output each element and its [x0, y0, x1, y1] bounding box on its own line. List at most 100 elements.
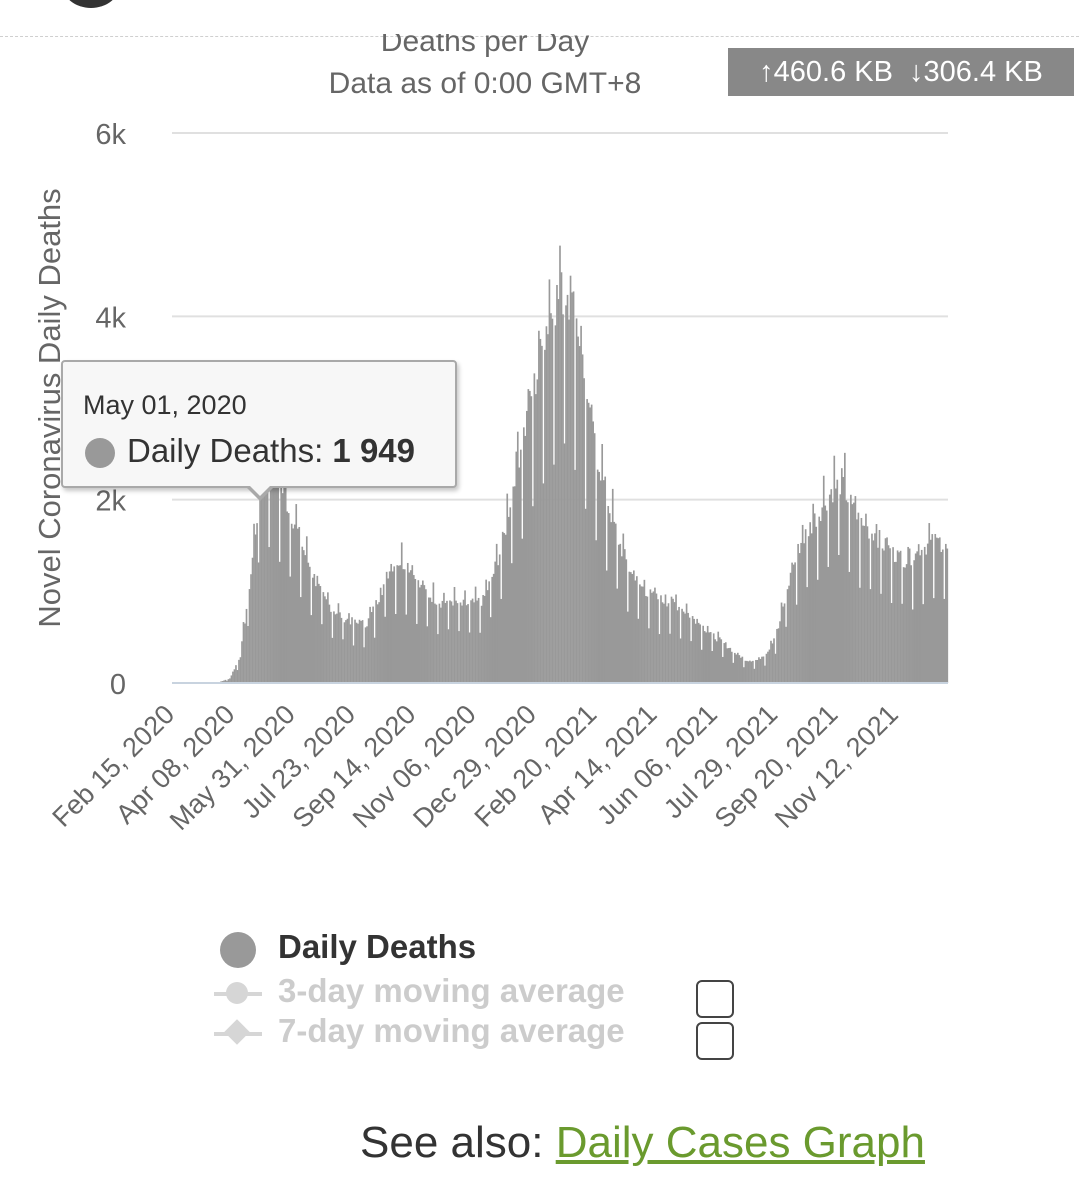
- legend-item-daily-deaths[interactable]: Daily Deaths: [210, 928, 630, 972]
- bar: [342, 639, 344, 683]
- bar: [343, 622, 346, 683]
- bar: [379, 587, 382, 683]
- bar: [730, 651, 733, 683]
- bar: [828, 494, 831, 683]
- bar: [905, 564, 908, 683]
- bar: [803, 543, 805, 683]
- bar: [486, 590, 489, 683]
- bar: [926, 543, 929, 683]
- bar: [711, 651, 714, 683]
- bar: [467, 604, 469, 683]
- bar: [874, 533, 876, 683]
- bar: [844, 452, 846, 683]
- bar: [840, 468, 843, 683]
- bar: [678, 606, 680, 683]
- bar: [367, 618, 370, 683]
- bar: [266, 453, 269, 683]
- bar: [681, 608, 683, 683]
- bar: [516, 431, 519, 683]
- bar: [801, 524, 804, 683]
- bar: [726, 648, 729, 683]
- legend-item-7-day-average[interactable]: 7-day moving average: [210, 1012, 650, 1056]
- bar: [238, 659, 240, 683]
- bar: [578, 346, 581, 683]
- bar: [700, 649, 703, 683]
- bar: [287, 513, 290, 683]
- bar: [340, 617, 343, 683]
- bar: [408, 572, 411, 683]
- bar: [319, 586, 322, 683]
- bar: [889, 548, 891, 683]
- bar: [304, 555, 307, 683]
- bar: [614, 523, 617, 683]
- bar: [345, 620, 347, 683]
- bar: [746, 660, 748, 683]
- bar: [272, 445, 275, 683]
- bar: [842, 476, 845, 683]
- bar: [839, 494, 842, 683]
- bar: [507, 516, 510, 683]
- bar: [382, 584, 385, 683]
- checkbox-7-day-average[interactable]: [696, 1022, 734, 1060]
- bar: [446, 600, 448, 683]
- bar: [740, 657, 742, 683]
- bar: [495, 543, 498, 683]
- bar: [702, 625, 704, 683]
- bar: [626, 611, 629, 683]
- bar: [794, 562, 796, 683]
- bar: [834, 488, 837, 683]
- bar: [397, 565, 400, 683]
- bar: [391, 571, 394, 683]
- bar: [892, 547, 894, 683]
- bar: [880, 593, 882, 683]
- bar: [513, 486, 516, 683]
- bar: [352, 645, 355, 683]
- bar: [765, 653, 768, 683]
- bar: [548, 279, 551, 683]
- bar: [572, 291, 575, 683]
- tooltip-series-marker: [85, 438, 115, 468]
- bar: [941, 549, 944, 683]
- see-also-prefix: See also:: [360, 1118, 544, 1167]
- bar: [902, 567, 905, 683]
- bar: [316, 575, 319, 683]
- header-divider: [0, 36, 1079, 37]
- legend-item-3-day-average[interactable]: 3-day moving average: [210, 972, 650, 1016]
- bar: [818, 516, 821, 683]
- bar: [566, 294, 569, 683]
- daily-cases-graph-link[interactable]: Daily Cases Graph: [555, 1118, 925, 1167]
- bar: [346, 618, 349, 683]
- bar: [768, 649, 771, 683]
- bar: [293, 524, 296, 683]
- bar: [497, 565, 500, 683]
- bar: [405, 614, 408, 683]
- bar: [646, 596, 649, 683]
- bar: [657, 599, 659, 683]
- bar: [630, 572, 632, 683]
- bar: [500, 598, 503, 683]
- bar: [482, 595, 484, 683]
- bar: [260, 480, 263, 683]
- checkbox-3-day-average[interactable]: [696, 980, 734, 1018]
- bar: [311, 577, 314, 683]
- bar: [426, 626, 429, 683]
- bar: [610, 522, 613, 683]
- bar: [292, 528, 295, 683]
- bar: [758, 657, 760, 683]
- bar: [527, 389, 530, 683]
- bar: [847, 502, 849, 683]
- bar: [881, 548, 884, 683]
- bar: [887, 545, 890, 683]
- bar: [809, 522, 811, 683]
- bar: [247, 626, 249, 683]
- bar: [254, 534, 257, 683]
- bar: [450, 601, 453, 683]
- bar: [831, 502, 834, 683]
- bar: [932, 598, 935, 683]
- bar: [785, 626, 787, 683]
- bar: [608, 513, 611, 683]
- bar: [851, 504, 854, 683]
- bar: [278, 561, 281, 683]
- bar: [403, 569, 406, 683]
- bar: [253, 523, 255, 683]
